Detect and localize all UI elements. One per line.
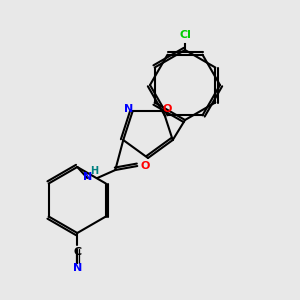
Text: C: C [73,247,81,257]
Text: H: H [90,166,98,176]
Text: N: N [82,172,92,182]
Text: O: O [163,104,172,114]
Text: O: O [141,161,150,171]
Text: Cl: Cl [179,30,191,40]
Text: N: N [73,263,82,273]
Text: N: N [124,104,133,114]
